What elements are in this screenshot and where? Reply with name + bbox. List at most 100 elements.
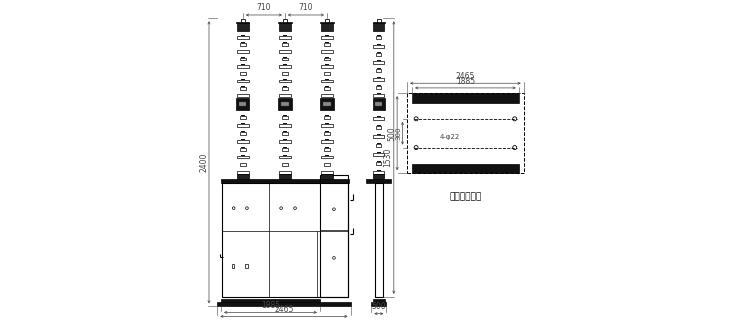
Bar xyxy=(373,171,385,174)
Bar xyxy=(376,152,381,153)
Bar xyxy=(217,302,351,306)
Text: 2465: 2465 xyxy=(274,305,294,314)
Bar xyxy=(240,73,246,75)
Bar xyxy=(325,58,330,61)
Text: 500: 500 xyxy=(371,302,386,311)
Bar xyxy=(325,35,330,36)
Bar xyxy=(237,51,249,53)
Bar xyxy=(366,179,391,183)
Bar xyxy=(240,86,246,87)
Bar xyxy=(221,299,320,302)
Bar xyxy=(282,148,287,151)
Bar xyxy=(373,61,385,64)
Bar xyxy=(376,126,382,129)
Bar xyxy=(240,35,246,36)
Bar xyxy=(282,170,287,171)
Bar xyxy=(282,58,287,61)
Bar xyxy=(376,44,381,45)
Bar xyxy=(237,171,249,174)
Bar xyxy=(325,43,330,46)
Bar xyxy=(237,23,249,31)
Text: 安装孔示意图: 安装孔示意图 xyxy=(450,192,482,201)
Bar xyxy=(373,78,385,81)
Bar xyxy=(221,183,348,297)
Bar xyxy=(376,116,381,117)
Bar xyxy=(412,93,519,103)
Bar xyxy=(240,42,246,43)
Bar xyxy=(373,174,385,179)
Bar xyxy=(240,131,246,132)
Bar xyxy=(371,302,386,306)
Bar xyxy=(320,98,333,110)
Bar xyxy=(373,153,385,156)
Bar xyxy=(240,116,246,119)
Bar xyxy=(319,175,348,297)
Bar xyxy=(240,43,246,46)
Bar xyxy=(376,170,381,171)
Bar xyxy=(282,73,287,75)
Bar xyxy=(232,264,235,268)
Bar xyxy=(279,95,291,97)
Bar xyxy=(376,69,382,72)
Bar xyxy=(282,132,287,135)
Bar xyxy=(325,94,330,95)
Bar xyxy=(373,117,385,120)
Bar xyxy=(325,87,330,90)
Bar xyxy=(407,93,523,173)
Bar xyxy=(320,22,333,23)
Bar xyxy=(239,102,246,106)
Bar xyxy=(279,36,291,39)
Bar xyxy=(325,164,330,166)
Bar xyxy=(282,123,287,124)
Bar xyxy=(325,42,330,43)
Bar xyxy=(376,53,382,56)
Bar xyxy=(373,135,385,138)
Bar xyxy=(376,102,382,106)
Bar xyxy=(240,79,246,80)
Bar xyxy=(282,139,287,140)
Bar xyxy=(282,64,287,65)
Bar xyxy=(240,148,246,151)
Bar xyxy=(321,80,333,83)
Bar xyxy=(376,161,381,162)
Bar xyxy=(325,57,330,58)
Text: 1885: 1885 xyxy=(456,77,475,86)
Bar xyxy=(279,22,292,23)
Bar xyxy=(240,163,246,164)
Bar xyxy=(237,140,249,143)
Bar xyxy=(236,98,249,110)
Bar xyxy=(282,50,287,51)
Text: 710: 710 xyxy=(257,3,271,12)
Bar xyxy=(282,131,287,132)
Bar xyxy=(221,179,349,183)
Bar xyxy=(237,156,249,159)
Bar xyxy=(240,170,246,171)
Bar xyxy=(282,163,287,164)
Bar xyxy=(240,155,246,156)
Bar xyxy=(279,174,291,179)
Bar xyxy=(376,36,382,39)
Bar xyxy=(321,156,333,159)
Bar xyxy=(281,102,289,106)
Bar xyxy=(282,87,287,90)
Text: 2465: 2465 xyxy=(455,72,475,81)
Bar xyxy=(376,77,381,78)
Bar xyxy=(325,132,330,135)
Bar xyxy=(279,23,291,31)
Text: 1885: 1885 xyxy=(261,301,280,310)
Bar xyxy=(325,79,330,80)
Bar xyxy=(282,43,287,46)
Bar xyxy=(279,98,292,110)
Bar xyxy=(279,156,291,159)
Bar xyxy=(325,116,330,119)
Bar xyxy=(373,23,385,31)
Bar xyxy=(237,124,249,127)
Bar xyxy=(240,64,246,65)
Bar xyxy=(240,72,246,73)
Bar xyxy=(321,174,333,179)
Bar xyxy=(282,42,287,43)
Bar xyxy=(240,139,246,140)
Bar xyxy=(240,50,246,51)
Text: 500: 500 xyxy=(387,126,396,141)
Bar xyxy=(282,72,287,73)
